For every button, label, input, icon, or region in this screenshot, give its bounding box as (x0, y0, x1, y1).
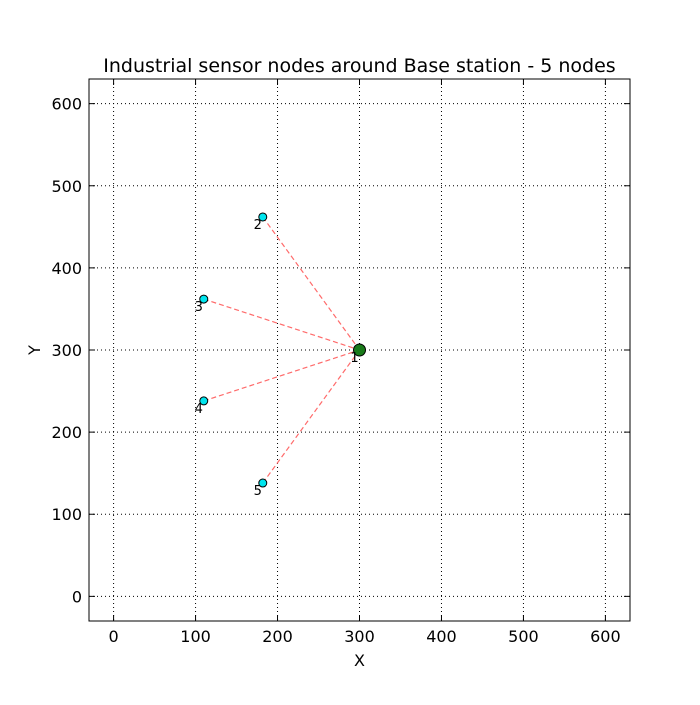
link-line (203, 298, 360, 351)
x-tick-label: 200 (262, 627, 293, 646)
sensor-node (258, 212, 268, 222)
x-tick-label: 600 (590, 627, 621, 646)
x-tick-label: 300 (344, 627, 375, 646)
plot-frame (88, 78, 631, 622)
node-label: 3 (195, 300, 203, 315)
sensor-node (258, 478, 268, 488)
link-line (262, 349, 360, 484)
y-tick-label: 200 (51, 423, 82, 442)
base-station-node (353, 343, 366, 357)
y-axis-label: Y (25, 345, 44, 356)
x-tick-label: 400 (426, 627, 457, 646)
node-label: 5 (254, 484, 262, 499)
link-line (262, 216, 360, 351)
points (199, 212, 366, 488)
chart-title: Industrial sensor nodes around Base stat… (103, 55, 615, 77)
sensor-node (199, 396, 209, 406)
y-tick-label: 400 (51, 259, 82, 278)
labels: 2 3 4 5 1 (195, 218, 359, 499)
y-tick-label: 500 (51, 177, 82, 196)
ticks: 0 100 200 300 400 500 600 0 100 200 300 400 500 600 (51, 79, 630, 646)
x-tick-label: 0 (108, 627, 118, 646)
base-station-label: 1 (350, 351, 358, 366)
link-line (203, 349, 360, 402)
node-label: 4 (195, 402, 203, 417)
x-axis-label: X (354, 651, 365, 670)
y-tick-label: 100 (51, 505, 82, 524)
y-tick-label: 300 (51, 341, 82, 360)
node-label: 2 (254, 218, 262, 233)
x-tick-label: 100 (180, 627, 211, 646)
y-tick-label: 0 (72, 587, 82, 606)
y-tick-label: 600 (51, 95, 82, 114)
links (203, 216, 360, 484)
sensor-node (199, 294, 209, 304)
x-tick-label: 500 (508, 627, 539, 646)
